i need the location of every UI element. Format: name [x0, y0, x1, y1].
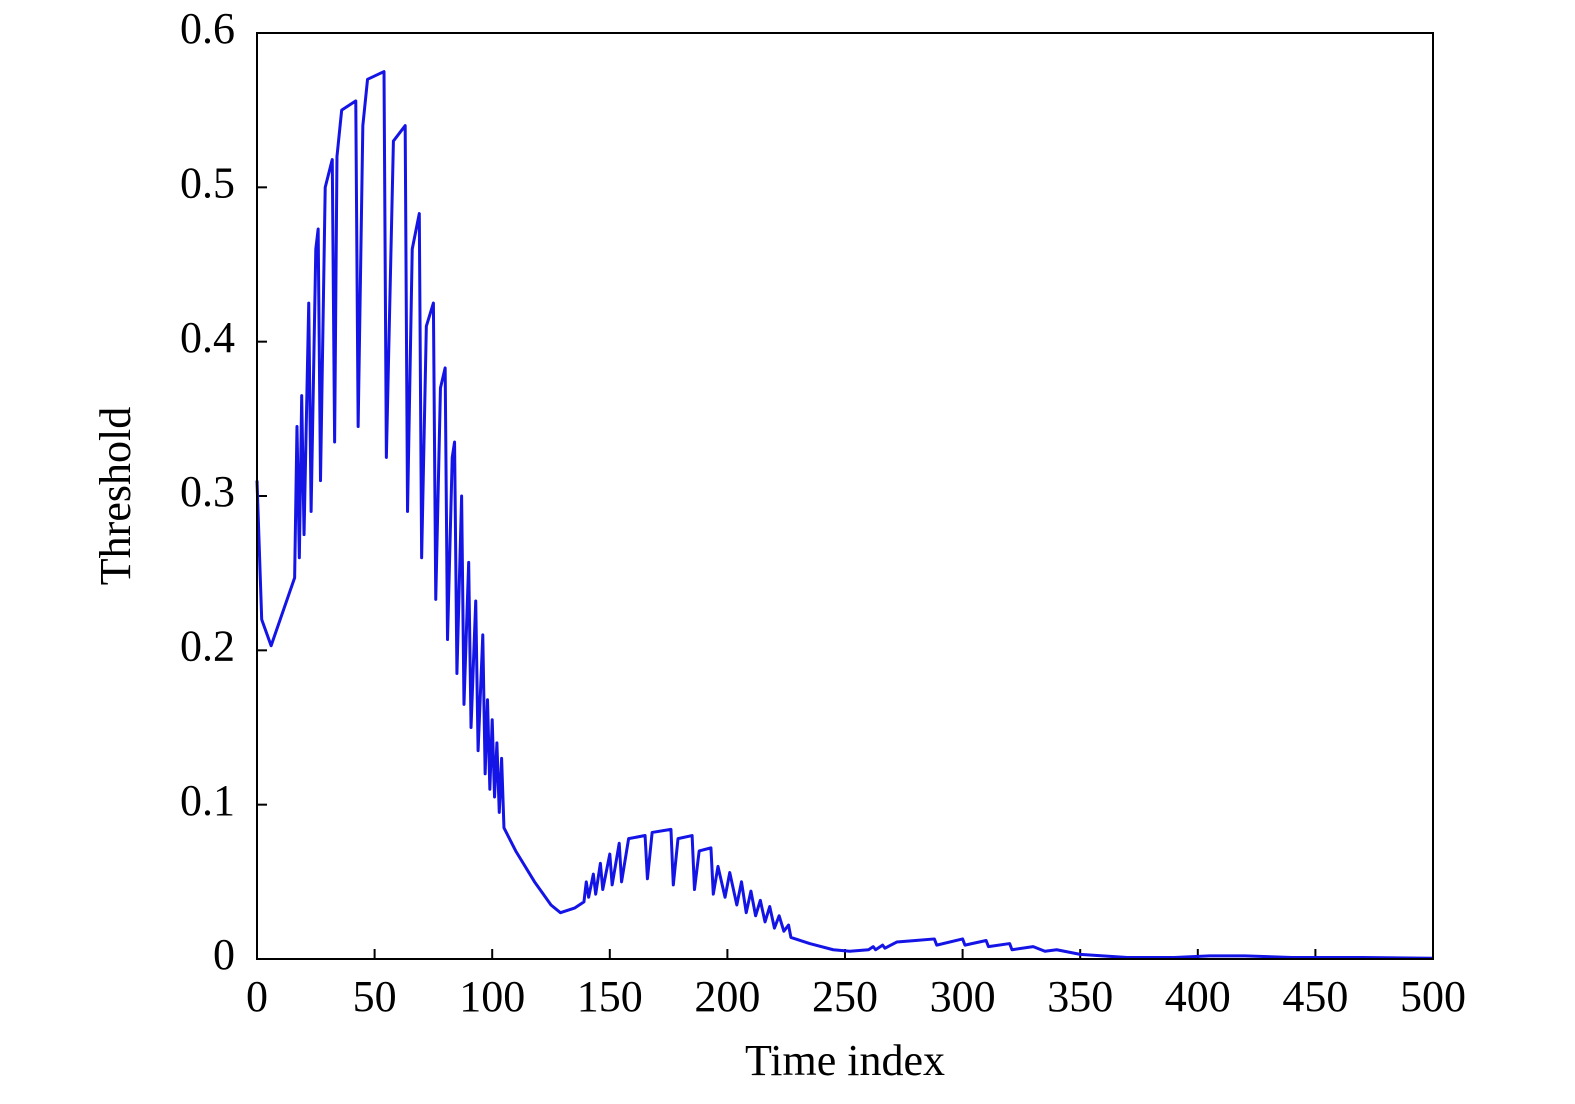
y-tick-label: 0.6: [180, 4, 235, 53]
y-axis-label: Threshold: [91, 407, 140, 585]
y-tick-label: 0.1: [180, 776, 235, 825]
x-tick-label: 400: [1165, 972, 1231, 1021]
y-tick-label: 0.5: [180, 158, 235, 207]
x-axis-label: Time index: [745, 1036, 945, 1085]
x-tick-label: 50: [353, 972, 397, 1021]
x-tick-label: 0: [246, 972, 268, 1021]
y-tick-label: 0.4: [180, 313, 235, 362]
x-tick-label: 100: [459, 972, 525, 1021]
x-tick-label: 250: [812, 972, 878, 1021]
x-tick-label: 150: [577, 972, 643, 1021]
x-tick-label: 350: [1047, 972, 1113, 1021]
plot-frame: [256, 32, 1434, 960]
x-tick-label: 300: [930, 972, 996, 1021]
x-tick-label: 500: [1400, 972, 1466, 1021]
y-tick-label: 0: [213, 930, 235, 979]
y-tick-label: 0.3: [180, 467, 235, 516]
x-tick-label: 200: [694, 972, 760, 1021]
data-line: [255, 70, 1434, 960]
y-tick-label: 0.2: [180, 621, 235, 670]
x-tick-label: 450: [1282, 972, 1348, 1021]
